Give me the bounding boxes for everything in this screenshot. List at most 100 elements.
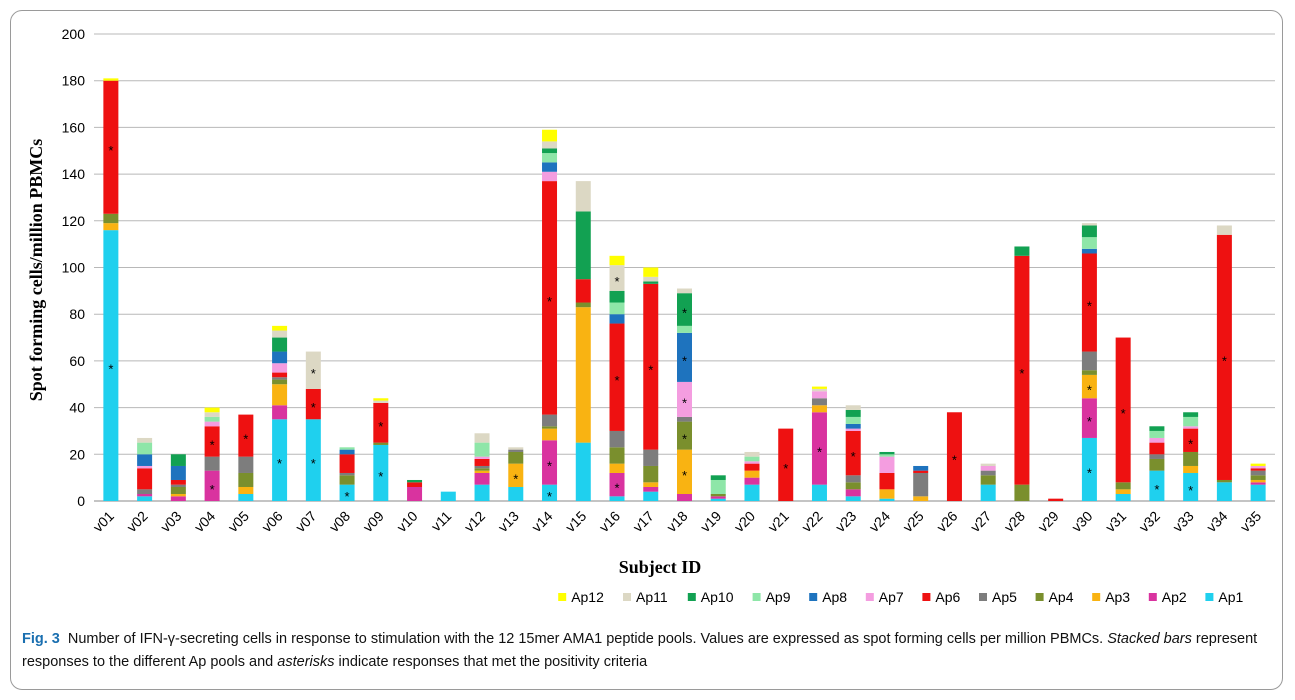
x-tick-label: v29	[1035, 508, 1062, 535]
asterisk-v23-ap6: *	[851, 449, 856, 464]
bar-segment-v04-ap9	[204, 416, 220, 422]
legend-label-ap11: Ap11	[636, 589, 668, 605]
x-tick-label: v10	[393, 508, 420, 535]
legend-label-ap8: Ap8	[822, 589, 847, 605]
bar-segment-v17-ap1	[643, 491, 659, 501]
bar-segment-v30-ap11	[1081, 223, 1097, 226]
y-tick-label: 60	[69, 353, 85, 369]
x-tick-label: v23	[832, 508, 859, 535]
legend-swatch-ap2	[1148, 593, 1157, 601]
bar-segment-v17-ap2	[643, 486, 659, 492]
bar-segment-v30-ap10	[1081, 225, 1097, 238]
legend-label-ap2: Ap2	[1162, 589, 1187, 605]
bar-segment-v24-ap7	[879, 456, 895, 473]
bar-segment-v18-ap11	[677, 288, 692, 294]
bar-segment-v03-ap2	[170, 496, 186, 501]
asterisk-v31-ap6: *	[1121, 406, 1126, 421]
x-tick-label: v26	[933, 508, 960, 535]
bar-segment-v17-ap5	[643, 449, 659, 466]
bar-segment-v28-ap4	[1014, 484, 1030, 501]
bar-segment-v16-ap4	[609, 447, 625, 464]
asterisk-v14-ap6: *	[547, 294, 552, 309]
x-tick-label: v31	[1102, 508, 1129, 535]
asterisk-v05-ap6: *	[243, 432, 248, 447]
y-tick-label: 120	[62, 213, 86, 229]
bar-segment-v12-ap7	[474, 456, 490, 459]
bar-segment-v07-ap11	[305, 351, 321, 389]
bar-segment-v32-ap10	[1149, 426, 1165, 431]
bar-segment-v17-ap4	[643, 465, 659, 483]
bar-segment-v30-ap8	[1081, 248, 1097, 254]
asterisk-v09-ap6: *	[378, 419, 383, 434]
x-tick-label: v03	[157, 508, 184, 535]
bar-segment-v30-ap6	[1081, 253, 1097, 352]
bar-segment-v33-ap4	[1183, 451, 1199, 466]
bar-segment-v14-ap1	[542, 484, 558, 501]
bar-segment-v13-ap11	[508, 447, 524, 450]
bar-segment-v17-ap10	[643, 281, 659, 284]
x-tick-label: v18	[663, 508, 690, 535]
bar-segment-v06-ap4	[272, 379, 288, 385]
bar-segment-v23-ap2	[845, 489, 861, 497]
bar-segment-v35-ap1	[1250, 484, 1266, 501]
bars	[103, 78, 1266, 501]
asterisk-v30-ap3: *	[1087, 383, 1092, 398]
bar-segment-v14-ap8	[542, 162, 558, 172]
bar-segment-v01-ap6	[103, 80, 119, 214]
asterisks: * * * * * * * * * * * * * * * * * * * * * * * * * * * * * * * * * * * * * * *	[108, 143, 1227, 504]
bar-segment-v16-ap3	[609, 463, 625, 473]
bar-segment-v08-ap1	[339, 484, 355, 501]
bar-segment-v18-ap3	[677, 449, 692, 494]
x-axis-label: Subject ID	[619, 557, 702, 577]
bar-segment-v12-ap2	[474, 472, 490, 485]
bar-segment-v32-ap6	[1149, 442, 1165, 455]
asterisk-v18-ap8: *	[682, 353, 687, 368]
gridlines	[94, 33, 1275, 502]
bar-segment-v04-ap2	[204, 470, 220, 501]
asterisk-v18-ap10: *	[682, 306, 687, 321]
legend-swatch-ap4	[1035, 593, 1044, 601]
bar-segment-v16-ap2	[609, 472, 625, 497]
bar-segment-v23-ap7	[845, 428, 861, 431]
legend-swatch-ap6	[922, 593, 931, 601]
asterisk-v33-ap6: *	[1188, 436, 1193, 451]
bar-segment-v35-ap12	[1250, 463, 1266, 466]
x-tick-label: v04	[191, 508, 218, 535]
bar-segment-v22-ap1	[811, 484, 827, 501]
x-tick-label: v17	[630, 508, 657, 535]
bar-segment-v22-ap3	[811, 405, 827, 413]
bar-segment-v12-ap5	[474, 465, 490, 469]
legend-swatch-ap11	[623, 593, 631, 601]
asterisk-v01-ap1: *	[108, 362, 113, 377]
bar-segment-v06-ap1	[272, 419, 288, 501]
asterisk-v16-ap6: *	[614, 373, 619, 388]
bar-segment-v16-ap5	[609, 430, 625, 448]
bar-segment-v14-ap3	[542, 428, 558, 441]
bar-segment-v01-ap1	[103, 230, 119, 501]
x-tick-label: v11	[428, 508, 455, 535]
asterisk-v13-ap3: *	[513, 471, 518, 486]
asterisk-v14-ap2: *	[547, 458, 552, 473]
bar-segment-v20-ap11	[744, 451, 760, 457]
figure-frame	[10, 10, 1283, 690]
bar-segment-v27-ap4	[980, 475, 996, 485]
bar-segment-v17-ap12	[643, 267, 659, 277]
x-tick-label: v15	[562, 508, 589, 535]
bar-segment-v10-ap10	[407, 479, 423, 483]
legend-swatch-ap7	[865, 593, 874, 601]
bar-segment-v20-ap6	[744, 463, 760, 471]
legend-label-ap10: Ap10	[701, 589, 734, 605]
bar-segment-v08-ap9	[339, 447, 355, 450]
asterisk-v16-ap11: *	[614, 274, 619, 289]
bar-segment-v33-ap6	[1183, 428, 1199, 452]
bar-segment-v20-ap2	[744, 477, 760, 485]
bar-segment-v14-ap4	[542, 426, 558, 429]
y-axis-ticks: 0 20 40 60 80 100 120 140 160 180 200	[62, 26, 86, 509]
legend-swatch-ap1	[1205, 593, 1214, 601]
bar-segment-v14-ap6	[542, 181, 558, 415]
bar-segment-v06-ap6	[272, 372, 288, 378]
bar-segment-v03-ap6	[170, 479, 186, 485]
bar-segment-v16-ap9	[609, 302, 625, 315]
y-tick-label: 0	[77, 493, 85, 509]
bar-segment-v16-ap11	[609, 265, 625, 291]
